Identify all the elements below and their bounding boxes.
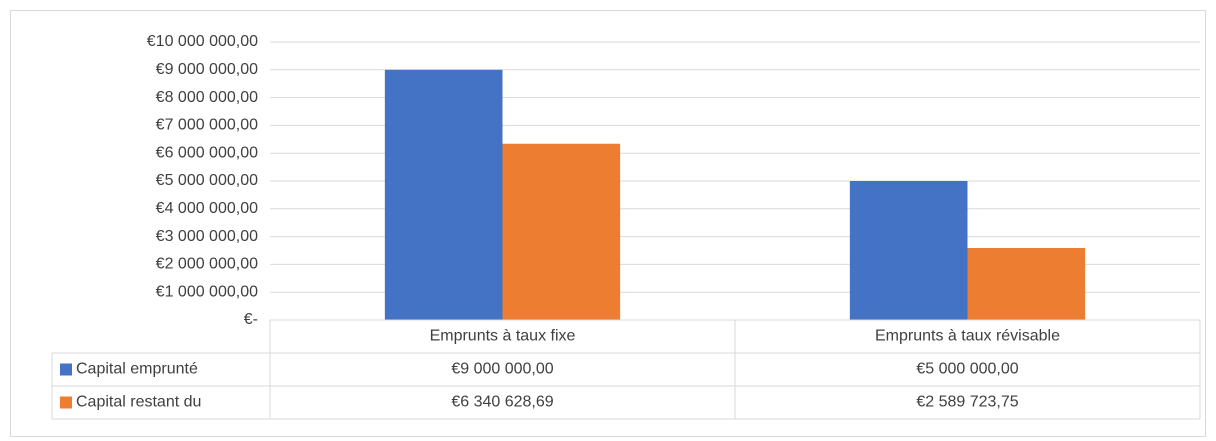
y-tick-label: €6 000 000,00 bbox=[156, 144, 258, 161]
legend-key bbox=[60, 396, 72, 409]
bar bbox=[967, 248, 1086, 320]
y-tick-label: €3 000 000,00 bbox=[156, 228, 258, 245]
y-tick-label: €7 000 000,00 bbox=[156, 117, 258, 134]
legend-label: Capital restant du bbox=[76, 394, 201, 411]
bar bbox=[849, 181, 968, 320]
data-table-value: €5 000 000,00 bbox=[916, 361, 1018, 378]
data-table-value: €2 589 723,75 bbox=[916, 394, 1018, 411]
y-tick-label: €4 000 000,00 bbox=[156, 200, 258, 217]
y-tick-label: €2 000 000,00 bbox=[156, 256, 258, 273]
y-tick-label: €5 000 000,00 bbox=[156, 172, 258, 189]
y-tick-label: €8 000 000,00 bbox=[156, 89, 258, 106]
x-tick-label: Emprunts à taux fixe bbox=[430, 328, 576, 345]
y-tick-label: €- bbox=[244, 311, 258, 328]
data-table-value: €6 340 628,69 bbox=[451, 394, 553, 411]
data-table-value: €9 000 000,00 bbox=[451, 361, 553, 378]
y-tick-label: €9 000 000,00 bbox=[156, 61, 258, 78]
bar bbox=[502, 143, 621, 320]
x-tick-label: Emprunts à taux révisable bbox=[875, 328, 1060, 345]
legend-key bbox=[60, 363, 72, 376]
bar bbox=[384, 69, 503, 320]
y-tick-label: €1 000 000,00 bbox=[156, 283, 258, 300]
legend-label: Capital emprunté bbox=[76, 361, 198, 378]
y-tick-label: €10 000 000,00 bbox=[147, 33, 258, 50]
